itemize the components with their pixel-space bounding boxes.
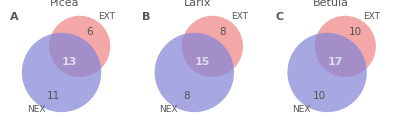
Text: 10: 10 bbox=[349, 27, 362, 37]
Text: C: C bbox=[275, 12, 283, 22]
Circle shape bbox=[49, 16, 110, 77]
Text: Betula: Betula bbox=[312, 0, 348, 8]
Text: 8: 8 bbox=[219, 27, 226, 37]
Text: A: A bbox=[10, 12, 18, 22]
Text: EXT: EXT bbox=[364, 12, 381, 21]
Circle shape bbox=[22, 33, 101, 112]
Text: 13: 13 bbox=[62, 57, 77, 67]
Circle shape bbox=[182, 16, 243, 77]
Text: B: B bbox=[142, 12, 151, 22]
Text: 8: 8 bbox=[183, 91, 190, 101]
Circle shape bbox=[315, 16, 376, 77]
Text: 10: 10 bbox=[313, 91, 326, 101]
Text: Larix: Larix bbox=[184, 0, 212, 8]
Text: EXT: EXT bbox=[98, 12, 115, 21]
Circle shape bbox=[155, 33, 234, 112]
Text: 6: 6 bbox=[86, 27, 93, 37]
Text: Picea: Picea bbox=[50, 0, 80, 8]
Text: 11: 11 bbox=[47, 91, 60, 101]
Text: NEX: NEX bbox=[292, 105, 311, 114]
Text: 17: 17 bbox=[327, 57, 343, 67]
Text: EXT: EXT bbox=[231, 12, 248, 21]
Text: NEX: NEX bbox=[160, 105, 178, 114]
Text: NEX: NEX bbox=[27, 105, 45, 114]
Circle shape bbox=[288, 33, 367, 112]
Text: 15: 15 bbox=[194, 57, 210, 67]
